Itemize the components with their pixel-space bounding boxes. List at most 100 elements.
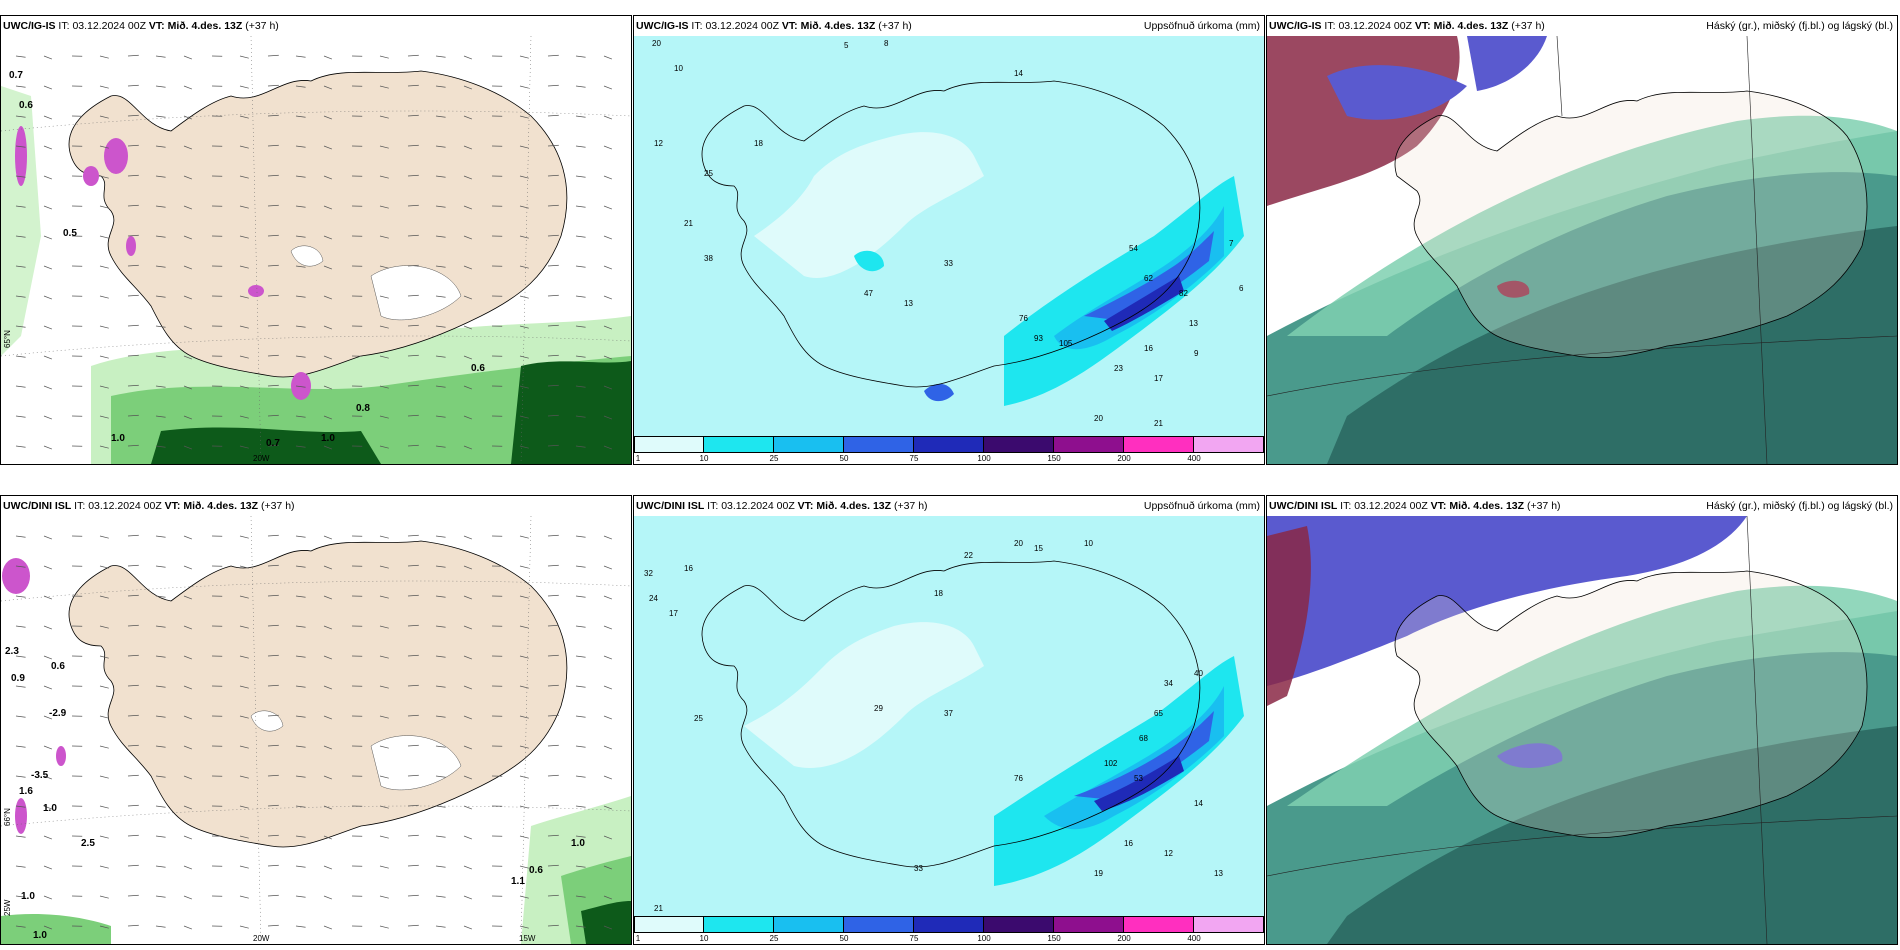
wind-barb <box>99 595 109 599</box>
wind-value: 0.6 <box>471 363 485 374</box>
wind-barb <box>15 175 26 178</box>
wind-barb <box>407 774 419 777</box>
init-time: 03.12.2024 00Z <box>1338 20 1412 32</box>
wind-barb <box>267 234 279 237</box>
wind-barb <box>323 745 333 750</box>
wind-barb <box>407 174 419 177</box>
wind-barb <box>379 85 389 89</box>
wind-barb <box>239 925 249 929</box>
wind-barb <box>127 324 139 327</box>
precip-value: 16 <box>684 564 693 573</box>
wind-barb <box>407 144 419 147</box>
wind-barb <box>547 834 559 837</box>
wind-barb <box>155 685 166 688</box>
wind-barb <box>155 445 166 448</box>
wind-barb <box>575 865 586 868</box>
wind-barb <box>323 295 333 300</box>
wind-barb <box>295 265 306 268</box>
precip-colorbar: 1 10 25 50 75 100 150 200 400 <box>634 436 1264 464</box>
cloud-low-blue <box>1327 65 1467 120</box>
wind-barb <box>43 895 53 900</box>
precip-value: 17 <box>669 609 678 618</box>
colorbar-bin <box>704 436 774 453</box>
wind-barb <box>603 355 613 360</box>
precip-10 <box>994 656 1244 886</box>
map-wind[interactable]: 2.3 0.9 0.6 -2.9 -3.5 1.6 1.0 2.5 1.0 1.… <box>1 516 631 944</box>
wind-map-svg: 0.7 0.6 0.5 1.0 0.7 0.8 0.6 1.0 <box>1 36 631 464</box>
lon-label: 25W <box>3 899 12 916</box>
precip-colorbar: 1 10 25 50 75 100 150 200 400 <box>634 916 1264 944</box>
colorbar-label: 400 <box>1187 454 1201 463</box>
wind-barb <box>155 115 166 118</box>
precip-value: 12 <box>1164 849 1173 858</box>
wind-barb <box>463 415 473 420</box>
wind-barb <box>267 834 279 837</box>
lead-time: (+37 h) <box>245 20 279 32</box>
wind-barb <box>295 715 306 718</box>
wind-barb <box>267 324 279 327</box>
snow-patch <box>248 285 264 297</box>
wind-barb <box>407 354 419 357</box>
wind-barb <box>267 864 279 867</box>
vt-label: VT: <box>781 20 798 32</box>
wind-barb <box>575 235 586 238</box>
wind-barb <box>15 535 26 538</box>
wind-barb <box>379 445 389 449</box>
wind-barb <box>99 385 109 389</box>
wind-barb <box>267 114 279 117</box>
wind-barb <box>379 805 389 809</box>
map-title: Háský (gr.), miðský (fj.bl.) og lágský (… <box>1706 20 1893 32</box>
wind-barb <box>295 355 306 358</box>
wind-barb <box>99 265 109 269</box>
wind-barb <box>435 445 446 448</box>
precip-value: 9 <box>1194 349 1199 358</box>
wind-barb <box>295 745 306 748</box>
wind-barb <box>15 205 26 208</box>
wind-barb <box>127 924 139 927</box>
map-precip[interactable]: 32 16 24 22 20 15 10 18 17 25 37 29 40 3… <box>634 516 1264 926</box>
precip-value: 23 <box>1114 364 1123 373</box>
wind-barb <box>463 175 473 180</box>
wind-barb <box>603 625 613 630</box>
precip-value: 20 <box>1094 414 1103 423</box>
panel-header: UWC/DINI ISL IT: 03.12.2024 00Z VT: Mið.… <box>636 500 1260 514</box>
wind-barb <box>379 385 389 389</box>
wind-barb <box>183 715 193 720</box>
wind-barb <box>435 385 446 388</box>
precip-value: 21 <box>1154 419 1163 428</box>
wind-barb <box>519 685 529 689</box>
wind-barb <box>547 354 559 357</box>
wind-barb <box>379 265 389 269</box>
wind-barb <box>575 415 586 418</box>
wind-value: 0.5 <box>63 228 77 239</box>
map-cloud[interactable] <box>1267 516 1897 944</box>
colorbar-bin <box>984 916 1054 933</box>
wind-barb <box>547 924 559 927</box>
wind-barb <box>575 115 586 118</box>
map-precip[interactable]: 20 10 5 8 14 12 18 25 21 38 33 13 76 93 … <box>634 36 1264 446</box>
wind-value: 0.8 <box>356 403 370 414</box>
wind-barb <box>519 85 529 89</box>
wind-barb <box>603 565 613 570</box>
wind-barb <box>99 625 109 629</box>
map-wind[interactable]: 0.7 0.6 0.5 1.0 0.7 0.8 0.6 1.0 <box>1 36 631 464</box>
wind-barb <box>99 775 109 779</box>
wind-barb <box>519 115 529 119</box>
precip-75 <box>1104 276 1184 331</box>
wind-barb <box>239 595 249 599</box>
wind-barb <box>155 655 166 658</box>
wind-value-labels: 2.3 0.9 0.6 -2.9 -3.5 1.6 1.0 2.5 1.0 1.… <box>5 646 585 941</box>
wind-barb <box>43 175 53 180</box>
wind-value: 0.6 <box>19 100 33 111</box>
wind-barb <box>407 324 419 327</box>
wind-barb <box>127 294 139 297</box>
precip-value: 7 <box>1229 239 1234 248</box>
wind-value: 1.0 <box>321 433 335 444</box>
wind-barb <box>323 865 333 870</box>
map-cloud[interactable] <box>1267 36 1897 464</box>
wind-barb <box>575 685 586 688</box>
wind-barb <box>519 595 529 599</box>
wind-barb <box>295 535 306 538</box>
colorbar-bin <box>844 436 914 453</box>
wind-barb <box>99 205 109 209</box>
